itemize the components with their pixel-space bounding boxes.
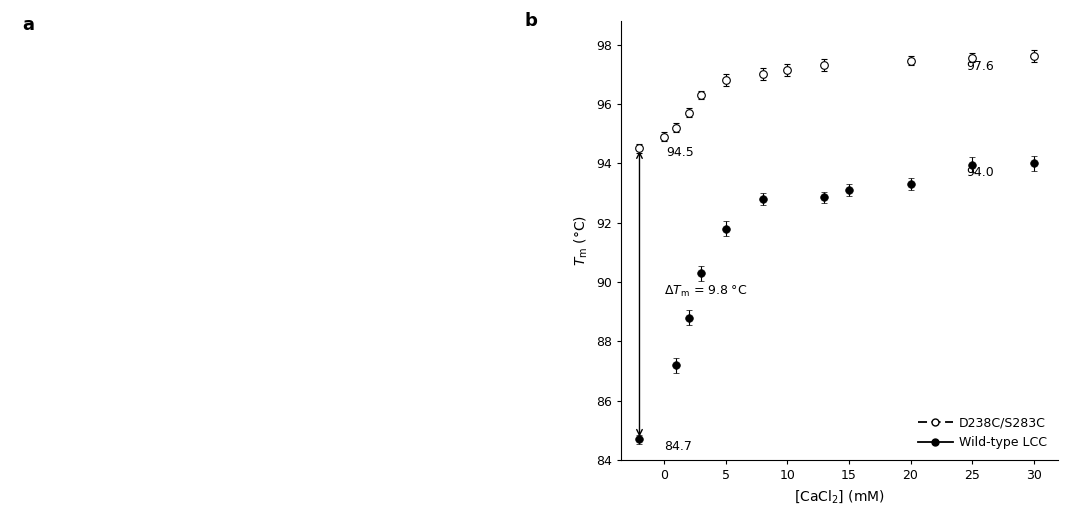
Text: b: b xyxy=(525,12,538,30)
X-axis label: [CaCl$_2$] (mM): [CaCl$_2$] (mM) xyxy=(794,488,886,504)
Text: 94.5: 94.5 xyxy=(666,146,694,159)
Text: 94.0: 94.0 xyxy=(966,166,994,179)
Text: a: a xyxy=(23,16,35,34)
Text: 97.6: 97.6 xyxy=(966,60,994,73)
Legend: D238C/S283C, Wild-type LCC: D238C/S283C, Wild-type LCC xyxy=(913,412,1052,454)
Y-axis label: $T_{\mathrm{m}}$ (°C): $T_{\mathrm{m}}$ (°C) xyxy=(573,215,591,266)
Text: $\Delta T_\mathrm{m}$ = 9.8 °C: $\Delta T_\mathrm{m}$ = 9.8 °C xyxy=(664,283,747,298)
Text: 84.7: 84.7 xyxy=(664,440,692,453)
